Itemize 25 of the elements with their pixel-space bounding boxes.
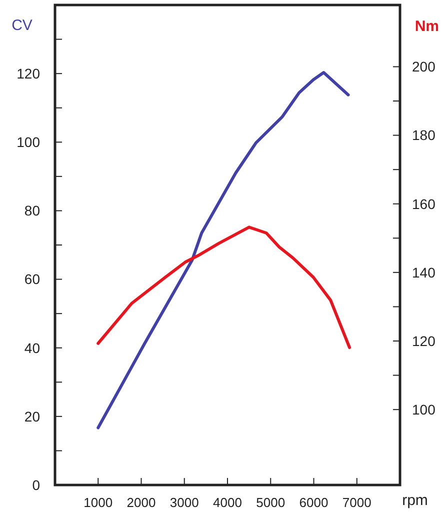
line-series [96, 226, 352, 350]
y-tick-label: 40 [24, 340, 40, 356]
y2-tick-label: 140 [412, 264, 436, 280]
y2-tick-label: 180 [412, 127, 436, 144]
y2-tick-label: 200 [412, 58, 436, 75]
line-series [96, 71, 350, 430]
y-tick-label: 80 [24, 202, 40, 219]
x-tick-label: 2000 [126, 495, 156, 510]
x-tick-label: 5000 [256, 495, 286, 510]
x-tick-label: 3000 [170, 495, 199, 510]
y-tick-label: 120 [16, 65, 40, 82]
x-tick-label: 4000 [213, 495, 242, 510]
y-tick-label: 100 [16, 134, 40, 150]
x-tick-label: 6000 [299, 495, 328, 510]
y2-tick-label: 160 [412, 196, 436, 212]
y2-tick-label: 100 [412, 401, 436, 418]
x-tick-label: 1000 [84, 495, 113, 510]
y-tick-label: 60 [24, 271, 40, 288]
y-axis-title: CV [12, 17, 32, 34]
y-tick-label: 0 [32, 476, 40, 493]
x-tick-label: 7000 [342, 495, 372, 510]
y2-axis-title: Nm [414, 18, 439, 35]
y2-tick-label: 120 [412, 332, 436, 349]
x-axis-title: rpm [402, 492, 428, 509]
y-tick-label: 20 [24, 408, 40, 424]
